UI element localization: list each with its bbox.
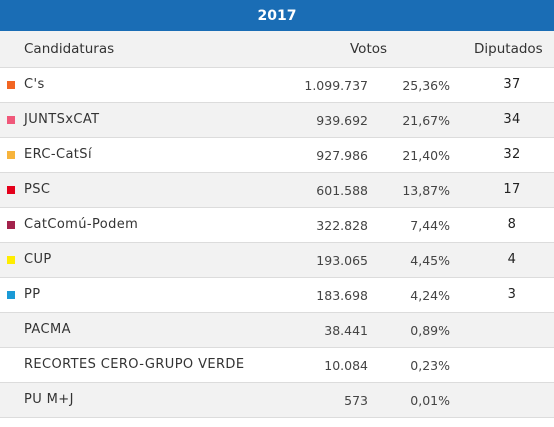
vote-count: 601.588 xyxy=(316,183,368,198)
table-row: ERC-CatSí 927.986 21,40% 32 xyxy=(0,138,554,173)
vote-percentage: 13,87% xyxy=(402,183,450,198)
vote-percentage: 25,36% xyxy=(402,78,450,93)
table-row: PSC 601.588 13,87% 17 xyxy=(0,173,554,208)
vote-percentage: 0,01% xyxy=(410,393,450,408)
party-name: PSC xyxy=(24,182,51,197)
party-color-swatch xyxy=(7,116,15,124)
vote-percentage: 21,67% xyxy=(402,113,450,128)
party-name: CUP xyxy=(24,252,52,267)
party-name: CatComú-Podem xyxy=(24,217,139,232)
seat-count: 17 xyxy=(503,182,521,197)
party-name: PACMA xyxy=(24,322,71,337)
year-title: 2017 xyxy=(257,7,297,24)
vote-percentage: 0,89% xyxy=(410,323,450,338)
party-color-swatch xyxy=(7,256,15,264)
table-row: CatComú-Podem 322.828 7,44% 8 xyxy=(0,208,554,243)
table-row: CUP 193.065 4,45% 4 xyxy=(0,243,554,278)
header-candidaturas: Candidaturas xyxy=(24,41,115,57)
vote-count: 573 xyxy=(344,393,368,408)
vote-count: 1.099.737 xyxy=(304,78,368,93)
header-votos: Votos xyxy=(350,41,388,57)
table-row: PACMA 38.441 0,89% xyxy=(0,313,554,348)
party-name: PP xyxy=(24,287,41,302)
table-row: JUNTSxCAT 939.692 21,67% 34 xyxy=(0,103,554,138)
vote-count: 193.065 xyxy=(316,253,368,268)
results-title-bar: 2017 xyxy=(0,0,554,31)
table-row: PP 183.698 4,24% 3 xyxy=(0,278,554,313)
vote-count: 927.986 xyxy=(316,148,368,163)
seat-count: 4 xyxy=(507,252,517,267)
vote-count: 38.441 xyxy=(324,323,368,338)
vote-count: 939.692 xyxy=(316,113,368,128)
party-name: JUNTSxCAT xyxy=(24,112,100,127)
vote-percentage: 7,44% xyxy=(410,218,450,233)
vote-percentage: 21,40% xyxy=(402,148,450,163)
party-name: C's xyxy=(24,77,45,92)
party-color-swatch xyxy=(7,81,15,89)
vote-count: 183.698 xyxy=(316,288,368,303)
results-table: C's 1.099.737 25,36% 37 JUNTSxCAT 939.69… xyxy=(0,68,554,418)
party-name: RECORTES CERO-GRUPO VERDE xyxy=(24,357,245,372)
seat-count: 37 xyxy=(503,77,521,92)
party-color-swatch xyxy=(7,186,15,194)
party-color-swatch xyxy=(7,291,15,299)
seat-count: 3 xyxy=(507,287,517,302)
table-row: C's 1.099.737 25,36% 37 xyxy=(0,68,554,103)
vote-count: 322.828 xyxy=(316,218,368,233)
vote-percentage: 4,45% xyxy=(410,253,450,268)
seat-count: 32 xyxy=(503,147,521,162)
table-row: PU M+J 573 0,01% xyxy=(0,383,554,418)
header-diputados: Diputados xyxy=(474,41,543,57)
vote-percentage: 4,24% xyxy=(410,288,450,303)
seat-count: 8 xyxy=(507,217,517,232)
party-color-swatch xyxy=(7,221,15,229)
party-name: ERC-CatSí xyxy=(24,147,92,162)
seat-count: 34 xyxy=(503,112,521,127)
table-header: Candidaturas Votos Diputados xyxy=(0,31,554,68)
table-row: RECORTES CERO-GRUPO VERDE 10.084 0,23% xyxy=(0,348,554,383)
vote-percentage: 0,23% xyxy=(410,358,450,373)
party-color-swatch xyxy=(7,151,15,159)
party-name: PU M+J xyxy=(24,392,74,407)
vote-count: 10.084 xyxy=(324,358,368,373)
